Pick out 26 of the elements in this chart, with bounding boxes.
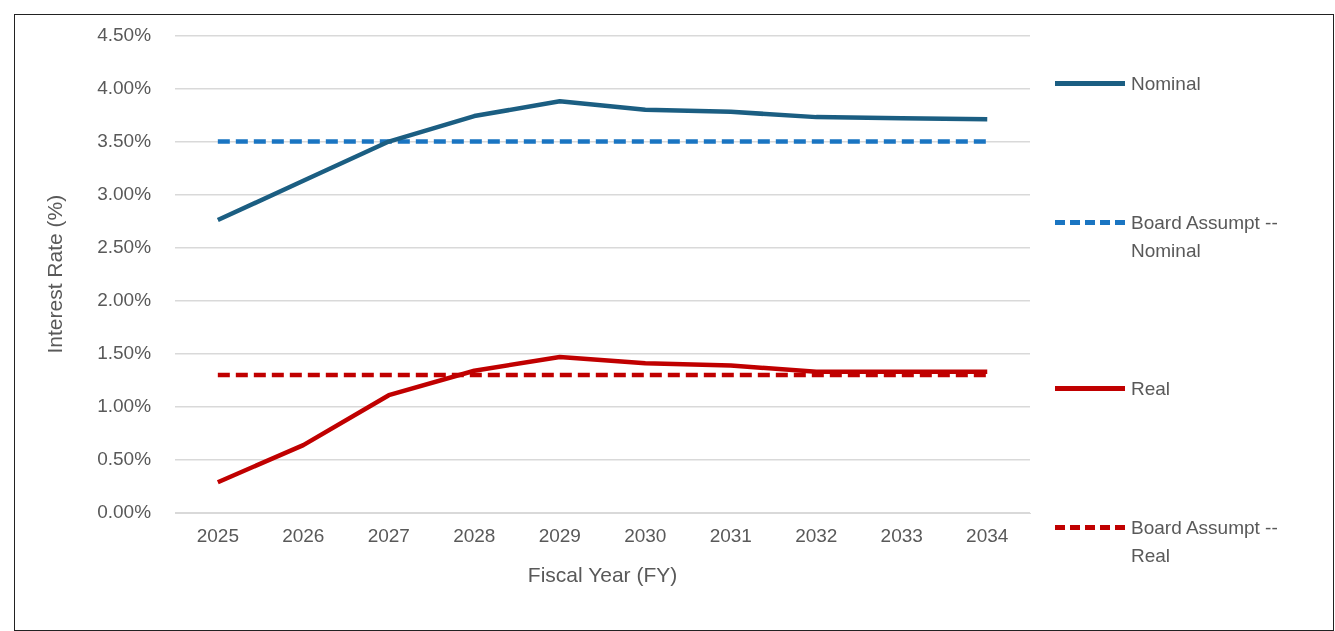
x-tick-label: 2029 (538, 524, 581, 546)
y-axis-title: Interest Rate (%) (43, 194, 67, 354)
x-tick-label: 2028 (453, 524, 496, 546)
x-tick-label: 2031 (709, 524, 752, 546)
x-tick-label: 2033 (880, 524, 923, 546)
y-tick-label: 4.50% (97, 23, 152, 45)
y-tick-label: 3.00% (97, 182, 152, 204)
x-tick-label: 2025 (196, 524, 239, 546)
y-tick-label: 3.50% (97, 129, 152, 151)
y-tick-label: 4.00% (97, 76, 152, 98)
legend-label: Nominal (1131, 72, 1202, 96)
y-tick-label: 2.00% (97, 288, 152, 310)
x-axis-title: Fiscal Year (FY) (527, 563, 678, 587)
x-tick-label: 2026 (282, 524, 325, 546)
x-tick-label: 2027 (367, 524, 410, 546)
y-tick-label: 0.50% (97, 448, 152, 470)
legend-label: Real (1131, 377, 1172, 402)
x-tick-label: 2034 (966, 524, 1009, 546)
y-tick-label: 2.50% (97, 235, 152, 257)
legend-label: Board Assumpt -- Nominal (1131, 210, 1279, 263)
y-tick-label: 1.50% (97, 342, 152, 364)
x-tick-label: 2032 (795, 524, 838, 546)
y-tick-label: 1.00% (97, 395, 152, 417)
legend-label: Board Assumpt -- Real (1131, 515, 1279, 568)
x-tick-label: 2030 (624, 524, 667, 546)
y-tick-label: 0.00% (97, 501, 152, 523)
